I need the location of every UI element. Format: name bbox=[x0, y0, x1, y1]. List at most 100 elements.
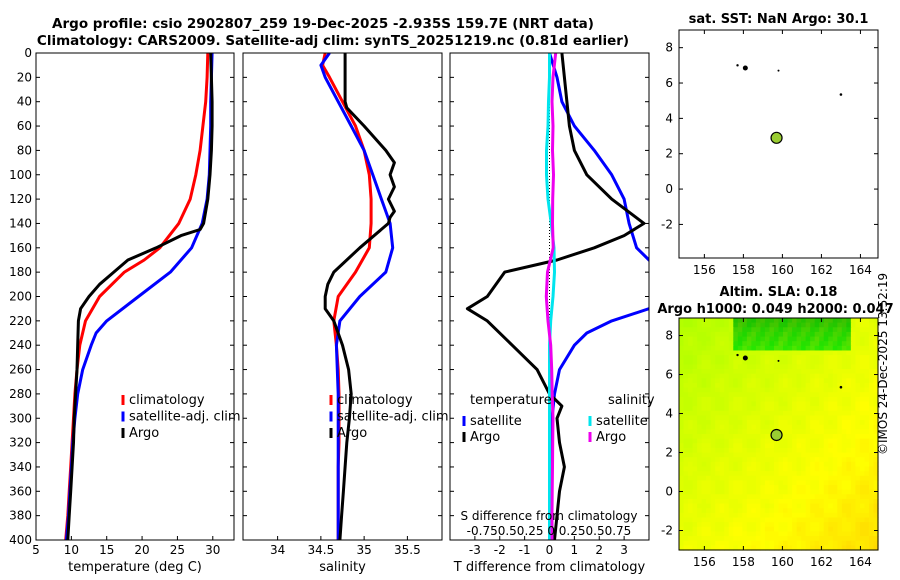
sla-cell bbox=[733, 522, 739, 528]
sla-cell bbox=[742, 331, 748, 338]
sla-cell bbox=[819, 457, 825, 463]
sla-cell bbox=[724, 531, 730, 537]
sla-cell bbox=[828, 540, 834, 546]
sla-cell bbox=[715, 526, 721, 533]
sla-cell bbox=[859, 517, 866, 523]
sla-cell bbox=[683, 364, 689, 370]
sla-cell bbox=[719, 503, 725, 509]
sla-cell bbox=[679, 457, 685, 463]
sla-cell bbox=[783, 406, 789, 412]
sla-cell bbox=[697, 382, 703, 389]
sla-cell bbox=[796, 508, 802, 514]
temperature-ytick-label: 20 bbox=[17, 70, 32, 84]
sla-cell bbox=[679, 438, 685, 444]
sla-cell bbox=[719, 318, 725, 324]
sla-cell bbox=[868, 364, 875, 370]
sla-cell bbox=[832, 466, 838, 472]
sla-cell bbox=[692, 443, 698, 449]
sla-cell bbox=[819, 406, 825, 412]
sla-cell bbox=[832, 350, 838, 356]
sla-cell bbox=[832, 522, 838, 528]
difference-xtick-label: 2 bbox=[595, 543, 603, 557]
sla-cell bbox=[751, 327, 757, 333]
sla-cell bbox=[697, 373, 703, 379]
sla-cell bbox=[679, 378, 685, 384]
sla-cell bbox=[715, 545, 721, 551]
sla-cell bbox=[846, 322, 852, 328]
sla-cell bbox=[823, 364, 829, 370]
sla-cell bbox=[742, 396, 748, 403]
sla-cell bbox=[769, 373, 775, 379]
sla-cell bbox=[755, 443, 762, 449]
sla-cell bbox=[751, 378, 757, 384]
sla-cell bbox=[746, 503, 752, 509]
sla-cell bbox=[706, 345, 712, 352]
sla-cell bbox=[742, 336, 748, 342]
sla-cell bbox=[679, 401, 685, 407]
sla-cell bbox=[692, 457, 698, 463]
sla-cell bbox=[692, 494, 698, 500]
sla-cell bbox=[814, 327, 820, 333]
sla-cell bbox=[697, 410, 703, 417]
sla-cell bbox=[728, 494, 734, 500]
sla-cell bbox=[819, 387, 825, 393]
sla-cell bbox=[859, 336, 866, 342]
sla-cell bbox=[751, 392, 757, 398]
sla-cell bbox=[796, 545, 802, 551]
sla-cell bbox=[733, 331, 739, 338]
sla-cell bbox=[679, 471, 685, 477]
sla-cell bbox=[823, 457, 829, 463]
sla-cell bbox=[679, 355, 685, 361]
sla-cell bbox=[832, 457, 838, 463]
sla-cell bbox=[778, 466, 784, 472]
sla-cell bbox=[796, 447, 802, 454]
sla-cell bbox=[832, 331, 838, 338]
sla-cell bbox=[751, 480, 757, 486]
sla-cell bbox=[746, 345, 752, 352]
sla-cell bbox=[864, 322, 870, 328]
temperature-ytick-label: 180 bbox=[9, 265, 32, 279]
sla-cell bbox=[810, 471, 816, 477]
temperature-xlabel: temperature (deg C) bbox=[68, 560, 202, 575]
sla-cell bbox=[810, 396, 816, 403]
sla-cell bbox=[810, 508, 816, 514]
sla-cell bbox=[859, 471, 866, 477]
sla-cell bbox=[828, 452, 834, 458]
sla-cell bbox=[728, 396, 734, 403]
sla-cell bbox=[783, 536, 789, 542]
sla-cell bbox=[783, 434, 789, 440]
sla-cell bbox=[733, 327, 739, 333]
sla-cell bbox=[828, 526, 834, 533]
sla-cell bbox=[692, 545, 698, 551]
sla-cell bbox=[846, 359, 852, 365]
sla-cell bbox=[737, 466, 743, 472]
sla-cell bbox=[814, 434, 820, 440]
sla-cell bbox=[796, 392, 802, 398]
sla-cell bbox=[679, 424, 685, 430]
sla-cell bbox=[846, 457, 852, 463]
sla-cell bbox=[801, 369, 807, 375]
sla-cell bbox=[728, 364, 734, 370]
sla-cell bbox=[859, 322, 866, 328]
sla-cell bbox=[796, 318, 802, 324]
sla-cell bbox=[715, 364, 721, 370]
sla-cell bbox=[737, 485, 743, 491]
sla-cell bbox=[855, 382, 861, 389]
sla-cell bbox=[823, 512, 829, 519]
sla-cell bbox=[810, 526, 816, 533]
sla-cell bbox=[755, 322, 762, 328]
sla-cell bbox=[778, 364, 784, 370]
sla-cell bbox=[679, 327, 685, 333]
sla-cell bbox=[783, 503, 789, 509]
sla-cell bbox=[864, 475, 870, 481]
sla-cell bbox=[837, 498, 843, 505]
sla-cell bbox=[837, 522, 843, 528]
sla-cell bbox=[715, 485, 721, 491]
sla-cell bbox=[783, 396, 789, 403]
sla-cell bbox=[755, 327, 762, 333]
sla-cell bbox=[751, 517, 757, 523]
sla-cell bbox=[742, 318, 748, 324]
sla-cell bbox=[764, 364, 771, 370]
sla-cell bbox=[737, 415, 743, 421]
sla-cell bbox=[783, 318, 789, 324]
